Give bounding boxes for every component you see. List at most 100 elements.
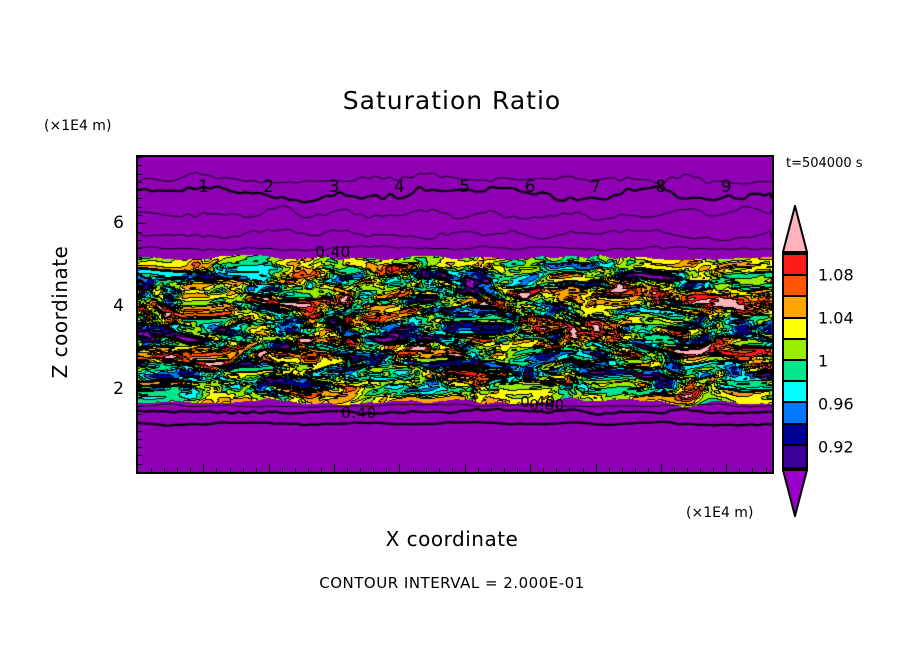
x-tick <box>164 468 166 473</box>
x-tick <box>530 464 532 473</box>
x-tick <box>321 468 322 473</box>
colorbar-segment <box>784 382 806 404</box>
y-tick <box>137 463 142 465</box>
y-tick-label: 2 <box>113 379 124 400</box>
x-tick <box>242 468 244 473</box>
y-tick <box>137 306 146 308</box>
colorbar-tick-label: 0.96 <box>818 394 854 414</box>
colorbar-segment <box>784 445 806 467</box>
x-tick-label: 7 <box>590 177 601 197</box>
colorbar-tick-label: 1 <box>818 351 829 371</box>
y-tick <box>137 389 146 391</box>
y-tick <box>137 248 142 250</box>
x-tick <box>752 468 754 473</box>
x-tick <box>190 468 192 473</box>
y-tick <box>137 256 142 258</box>
y-tick <box>137 355 142 357</box>
x-tick <box>477 468 479 473</box>
x-tick <box>687 468 688 473</box>
y-tick <box>137 231 142 233</box>
timestamp-label: t=504000 s <box>786 156 863 171</box>
y-tick <box>137 372 142 374</box>
y-tick <box>137 157 142 158</box>
y-tick <box>137 447 142 449</box>
x-tick <box>334 464 336 473</box>
y-tick <box>137 314 142 316</box>
x-tick <box>739 468 741 473</box>
colorbar-tick-label: 0.92 <box>818 437 854 457</box>
contour-label: 0.40 <box>341 404 377 422</box>
x-tick <box>360 468 362 473</box>
x-tick <box>634 468 636 473</box>
y-tick <box>137 455 142 457</box>
x-tick <box>425 468 427 473</box>
colorbar-segment <box>784 360 806 383</box>
contour-interval-caption: CONTOUR INTERVAL = 2.000E-01 <box>319 574 585 592</box>
y-tick <box>137 173 142 175</box>
colorbar-segment <box>784 339 806 361</box>
x-tick <box>177 468 179 473</box>
colorbar-segment <box>784 255 806 277</box>
colorbar-segment <box>784 297 806 319</box>
x-tick-label: 3 <box>328 177 340 197</box>
x-axis-unit-label: (×1E4 m) <box>686 505 754 521</box>
x-tick-label: 4 <box>393 177 405 197</box>
colorbar: 1.08 1.04 1 0.96 0.92 <box>782 205 854 517</box>
x-tick <box>582 468 584 473</box>
x-tick-label: 1 <box>197 177 209 197</box>
x-tick <box>347 468 349 473</box>
y-tick <box>137 339 142 341</box>
x-tick <box>216 468 218 473</box>
x-tick <box>373 468 375 473</box>
x-tick <box>412 468 414 473</box>
x-tick <box>386 468 388 473</box>
x-tick <box>268 464 270 473</box>
x-axis-title: X coordinate <box>385 527 519 551</box>
y-tick <box>137 181 142 183</box>
x-tick <box>151 468 153 473</box>
x-tick <box>203 464 205 473</box>
x-tick <box>307 468 309 473</box>
saturation-ratio-heatmap <box>138 157 772 472</box>
y-tick <box>137 273 142 275</box>
y-tick <box>137 347 142 349</box>
contour-label: 0.40 <box>520 393 556 411</box>
x-tick <box>765 468 767 473</box>
x-tick <box>595 464 597 473</box>
contour-label: 0.40 <box>315 243 351 261</box>
y-axis-title: Z coordinate <box>48 245 72 379</box>
x-tick-label: 6 <box>524 177 536 197</box>
x-tick-label: 5 <box>459 177 471 197</box>
x-tick <box>229 468 231 473</box>
x-tick <box>438 468 440 473</box>
x-tick-label: 9 <box>720 177 732 197</box>
contour-label: 0.80 <box>384 262 420 280</box>
y-tick <box>137 422 142 424</box>
y-tick <box>137 165 142 167</box>
x-tick-label: 8 <box>655 177 667 197</box>
x-tick <box>464 464 466 473</box>
y-tick <box>137 430 142 432</box>
colorbar-top-arrow-icon <box>782 205 809 253</box>
y-tick <box>137 397 142 399</box>
y-tick <box>137 206 142 208</box>
y-tick <box>137 438 142 440</box>
y-tick <box>137 198 142 200</box>
y-tick-label: 4 <box>113 296 124 317</box>
x-tick <box>569 468 571 473</box>
x-tick <box>621 468 623 473</box>
y-tick <box>137 297 142 299</box>
y-tick-label: 6 <box>113 213 124 234</box>
x-tick <box>700 468 702 473</box>
y-tick <box>137 289 142 291</box>
y-tick <box>137 405 142 407</box>
x-tick <box>726 464 728 473</box>
colorbar-bottom-arrow-icon <box>782 469 809 517</box>
y-tick <box>137 223 146 225</box>
x-tick <box>504 468 505 473</box>
colorbar-segment <box>784 318 806 340</box>
x-tick <box>556 468 558 473</box>
colorbar-segment <box>784 424 806 446</box>
x-tick <box>713 468 715 473</box>
